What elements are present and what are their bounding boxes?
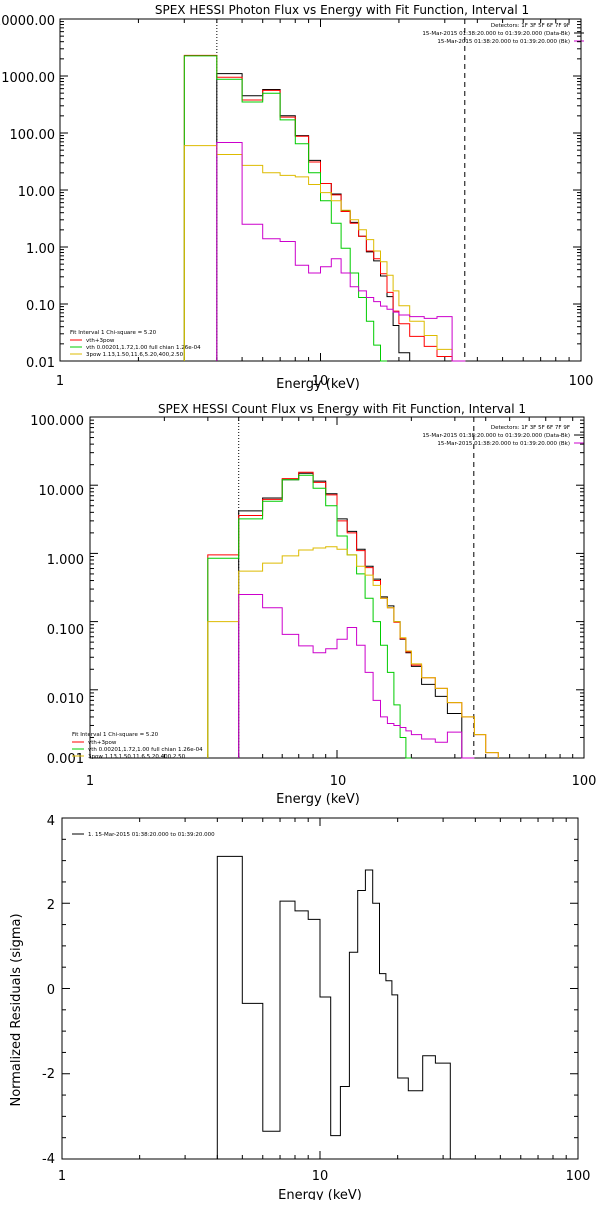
y-tick-label: -2 xyxy=(42,1067,55,1082)
x-tick-label: 100 xyxy=(569,374,594,389)
x-tick-label: 10 xyxy=(312,374,329,389)
y-tick-label: 0.100 xyxy=(47,623,84,638)
photon-flux-series-4 xyxy=(216,142,466,362)
count-flux-plot xyxy=(89,416,585,759)
y-tick-label: 0.10 xyxy=(26,299,55,314)
photon-flux-series-0 xyxy=(216,73,411,361)
x-tick-label: 1 xyxy=(58,1169,66,1184)
count-flux-series-3 xyxy=(207,546,499,758)
count-flux-xlabel: Energy (keV) xyxy=(276,792,360,807)
count-flux-series-line xyxy=(238,594,475,759)
y-tick-label: 10.00 xyxy=(18,185,55,200)
y-tick-label: 100.00 xyxy=(10,128,56,143)
count-flux-legend-top-right: Detectors: 1F 3F 5F 6F 7F 9F 15-Mar-2015… xyxy=(422,425,584,447)
legend-entry-vth: vth 0.00201,1.72,1.00 full chian 1.26e-0… xyxy=(86,345,201,351)
y-tick-label: 1.00 xyxy=(26,242,55,257)
x-tick-label: 100 xyxy=(572,774,597,789)
count-flux-title: SPEX HESSI Count Flux vs Energy with Fit… xyxy=(158,402,526,416)
count-flux-panel: SPEX HESSI Count Flux vs Energy with Fit… xyxy=(30,402,596,807)
x-tick-label: 10 xyxy=(312,1169,329,1184)
y-tick-label: 0.010 xyxy=(47,692,84,707)
legend-entry-detectors: Detectors: 1F 3F 5F 6F 7F 9F xyxy=(491,425,570,431)
legend-entry-fit-interval: Fit Interval 1 Chi-square = 5.20 xyxy=(70,330,157,336)
count-flux-series-line xyxy=(207,546,499,758)
legend-entry-3pow: 3pow 1.13,1.50,11.6,5.20,400,2.50 xyxy=(88,754,186,760)
legend-entry-data-bk: 15-Mar-2015 01:38:20.000 to 01:39:20.000… xyxy=(422,433,570,439)
legend-entry-bk: 15-Mar-2015 01:38:20.000 to 01:39:20.000… xyxy=(437,441,570,447)
y-tick-label: 100.000 xyxy=(30,414,84,429)
legend-entry-interval: 1. 15-Mar-2015 01:38:20.000 to 01:39:20.… xyxy=(88,832,215,838)
residuals-series-0 xyxy=(216,855,464,1160)
legend-entry-vth-3pow: vth+3pow xyxy=(86,338,115,344)
legend-entry-detectors: Detectors: 1F 3F 5F 6F 7F 9F xyxy=(491,23,570,29)
plot-layer xyxy=(59,18,585,1160)
x-tick-label: 1 xyxy=(56,374,64,389)
count-flux-series-4 xyxy=(238,594,475,759)
y-tick-label: 0 xyxy=(47,983,55,998)
x-tick-label: 1 xyxy=(86,774,94,789)
photon-flux-panel: SPEX HESSI Photon Flux vs Energy with Fi… xyxy=(0,3,593,392)
photon-flux-plot xyxy=(59,18,582,362)
photon-flux-legend-bottom-left: Fit Interval 1 Chi-square = 5.20 vth+3po… xyxy=(70,330,201,358)
y-tick-label: 0.01 xyxy=(26,356,55,371)
residuals-tick-labels: 1 10 100 4 2 0 -2 -4 xyxy=(42,814,590,1184)
legend-entry-vth-3pow: vth+3pow xyxy=(88,740,117,746)
residuals-panel: Energy (keV) Normalized Residuals (sigma… xyxy=(9,814,590,1203)
y-tick-label: 4 xyxy=(47,814,55,829)
y-tick-label: 2 xyxy=(47,898,55,913)
legend-entry-data-bk: 15-Mar-2015 01:38:20.000 to 01:39:20.000… xyxy=(422,31,570,37)
x-tick-label: 10 xyxy=(330,774,347,789)
y-tick-label: 10.000 xyxy=(39,484,85,499)
photon-flux-series-line xyxy=(216,142,466,362)
y-tick-label: 1.000 xyxy=(47,553,84,568)
legend-entry-3pow: 3pow 1.13,1.50,11.6,5.20,400,2.50 xyxy=(86,352,184,358)
count-flux-legend-bottom-left: Fit Interval 1 Chi-square = 5.20 vth+3po… xyxy=(72,732,203,760)
photon-flux-legend-top-right: Detectors: 1F 3F 5F 6F 7F 9F 15-Mar-2015… xyxy=(422,23,584,45)
photon-flux-title: SPEX HESSI Photon Flux vs Energy with Fi… xyxy=(155,3,529,17)
legend-entry-bk: 15-Mar-2015 01:38:20.000 to 01:39:20.000… xyxy=(437,39,570,45)
count-flux-tick-labels: 1 10 100 100.000 10.000 1.000 0.100 0.01… xyxy=(30,414,596,789)
y-tick-label: 0.001 xyxy=(47,752,84,767)
y-tick-label: -4 xyxy=(42,1152,55,1167)
x-tick-label: 100 xyxy=(566,1169,591,1184)
residuals-series-line xyxy=(216,855,464,1160)
photon-flux-series-2 xyxy=(183,55,387,362)
photon-flux-series-line xyxy=(183,55,387,362)
photon-flux-xlabel: Energy (keV) xyxy=(276,377,360,392)
residuals-ylabel: Normalized Residuals (sigma) xyxy=(9,913,24,1106)
y-tick-label: 1000.00 xyxy=(1,71,55,86)
legend-entry-vth: vth 0.00201,1.72,1.00 full chian 1.26e-0… xyxy=(88,747,203,753)
residuals-xlabel: Energy (keV) xyxy=(278,1188,362,1200)
residuals-plot xyxy=(61,817,579,1160)
photon-flux-series-line xyxy=(216,73,411,361)
residuals-legend: 1. 15-Mar-2015 01:38:20.000 to 01:39:20.… xyxy=(72,832,215,838)
legend-entry-fit-interval: Fit Interval 1 Chi-square = 5.20 xyxy=(72,732,159,738)
